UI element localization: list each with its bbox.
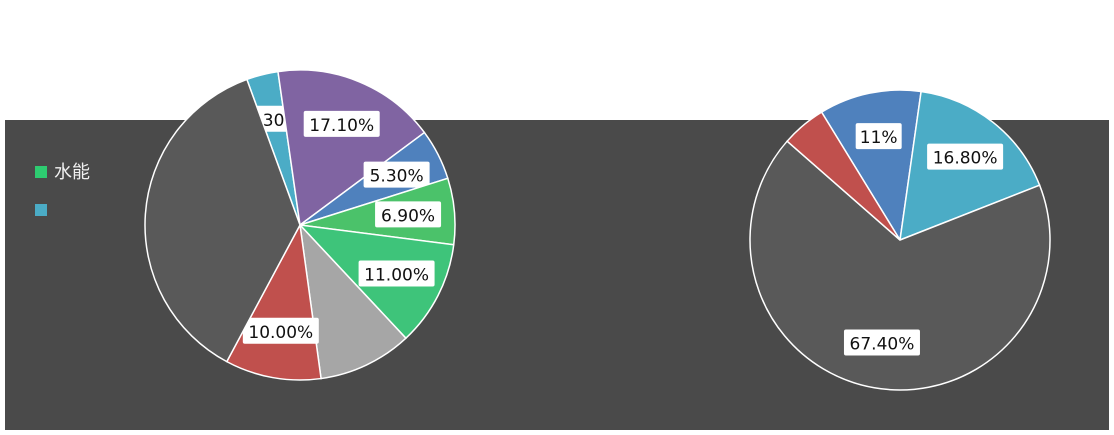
pie-slice	[749, 140, 1051, 391]
data-label: 11.00%	[364, 265, 429, 285]
data-label-background	[843, 329, 920, 356]
data-label: 17.10%	[309, 116, 374, 136]
data-label: 5.30%	[370, 167, 424, 187]
data-label: 11%	[860, 128, 898, 148]
data-label-background	[375, 201, 442, 228]
data-label-background	[303, 110, 380, 137]
legend-swatch	[35, 204, 47, 216]
pie-right: 11% 16.80% 67.40%	[749, 89, 1051, 391]
data-label-background	[927, 143, 1004, 170]
legend: 水能	[35, 162, 90, 216]
data-label: 10.00%	[248, 323, 313, 343]
data-label: 6.90%	[381, 206, 435, 226]
data-label-background	[363, 161, 430, 188]
pie-slice	[277, 69, 426, 227]
data-label-background	[358, 260, 435, 287]
legend-label: 水能	[54, 162, 90, 183]
pie-slice	[144, 78, 301, 363]
data-label-background	[242, 317, 319, 344]
data-label: 16.80%	[933, 149, 998, 169]
pie-left: 3.30% 17.10%5.30%6.90%11.00%10.00%	[144, 69, 456, 381]
data-label: 67.40%	[850, 334, 915, 354]
legend-swatch	[35, 166, 47, 178]
pie-slice	[298, 222, 407, 380]
pie-slice	[786, 111, 901, 241]
data-label-background	[855, 123, 902, 150]
